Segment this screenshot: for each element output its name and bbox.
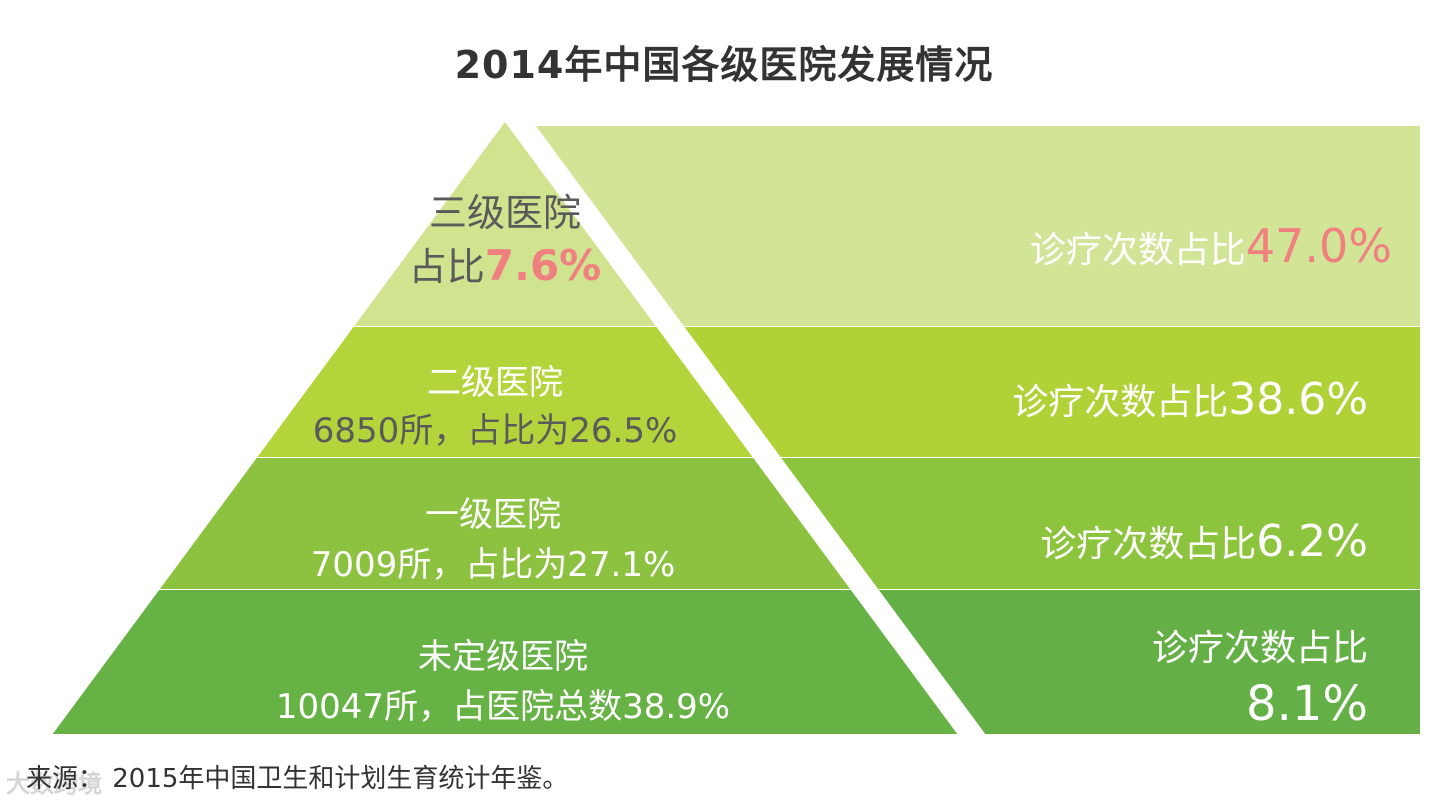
tier-1-share: 占比7.6%	[409, 241, 602, 290]
tier-3-detail: 7009所，占比为27.1%	[311, 545, 676, 585]
source-note: 来源： 2015年中国卫生和计划生育统计年鉴。	[26, 764, 569, 794]
watermark: 大数跨境	[6, 770, 102, 798]
visit-share-block-1	[535, 126, 1420, 326]
visit-share-4-label: 诊疗次数占比	[1152, 628, 1368, 669]
tier-4-name: 未定级医院	[418, 637, 588, 677]
visit-share-4-value: 8.1%	[1246, 676, 1368, 732]
visit-share-2: 诊疗次数占比38.6%	[1012, 374, 1368, 425]
tier-1-share-prefix: 占比	[409, 245, 485, 289]
visit-share-1-value: 47.0%	[1246, 219, 1392, 273]
tier-1-share-value: 7.6%	[485, 241, 601, 290]
visit-share-block-2	[684, 327, 1420, 457]
visit-share-3: 诊疗次数占比6.2%	[1040, 516, 1368, 567]
tier-4-detail: 10047所，占医院总数38.9%	[276, 687, 730, 727]
visit-share-3-value: 6.2%	[1256, 516, 1368, 567]
tier-1-name: 三级医院	[429, 191, 581, 235]
visit-share-1-label: 诊疗次数占比	[1030, 230, 1246, 271]
pyramid-tier-4	[52, 590, 958, 734]
visit-share-2-value: 38.6%	[1228, 374, 1368, 425]
tier-3-name: 一级医院	[425, 495, 561, 535]
pyramid-tier-3	[159, 458, 851, 589]
tier-2-name: 二级医院	[427, 363, 563, 403]
visit-share-2-label: 诊疗次数占比	[1012, 382, 1228, 423]
pyramid-tier-1	[354, 122, 656, 326]
visit-share-3-label: 诊疗次数占比	[1040, 524, 1256, 565]
chart-title: 2014年中国各级医院发展情况	[454, 43, 994, 87]
visit-share-1: 诊疗次数占比47.0%	[1030, 219, 1392, 273]
pyramid-tier-2	[257, 327, 753, 457]
tier-2-detail: 6850所，占比为26.5%	[313, 411, 678, 451]
visit-share-block-3	[781, 458, 1420, 589]
visit-share-block-4	[878, 590, 1420, 734]
